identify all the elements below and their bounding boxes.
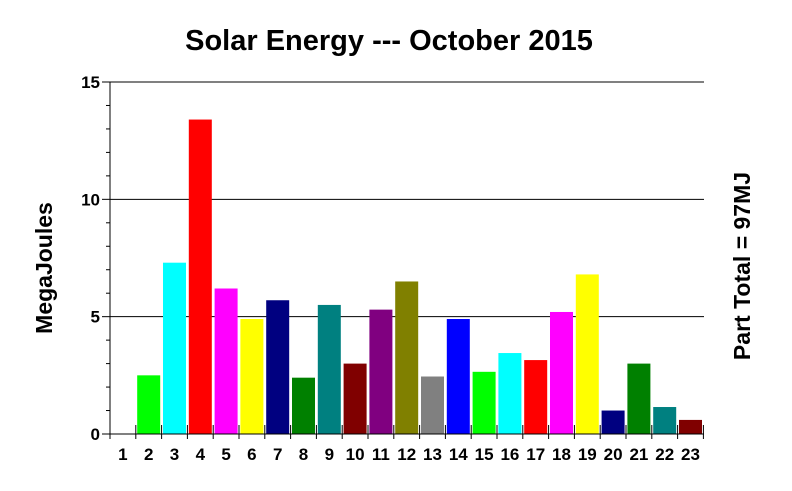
x-tick-label: 18	[552, 445, 571, 464]
bar-day-18	[550, 311, 573, 434]
x-tick-label: 12	[397, 445, 416, 464]
x-tick-label: 14	[449, 445, 468, 464]
bar-day-23	[679, 419, 702, 434]
x-tick-label: 11	[372, 445, 390, 464]
x-tick-label: 3	[170, 445, 179, 464]
bar-day-20	[601, 410, 625, 434]
bar-day-5	[214, 288, 238, 434]
bar-day-16	[498, 353, 522, 434]
bars	[137, 119, 702, 435]
bar-day-19	[575, 274, 599, 434]
bar-day-4	[188, 119, 212, 435]
bar-day-22	[653, 407, 677, 434]
x-tick-label: 4	[196, 445, 206, 464]
bar-day-7	[266, 300, 290, 434]
bar-day-13	[421, 376, 444, 434]
x-tick-label: 17	[526, 445, 545, 464]
y-tick-labels: 0 5 10 15	[81, 73, 100, 444]
x-tick-label: 22	[655, 445, 674, 464]
x-tick-label: 15	[475, 445, 494, 464]
x-tick-label: 13	[423, 445, 442, 464]
x-tick-label: 2	[144, 445, 153, 464]
axes	[102, 81, 704, 439]
part-total-label: Part Total = 97MJ	[729, 172, 755, 360]
bar-day-8	[292, 377, 315, 434]
y-tick-label: 10	[81, 190, 100, 209]
x-tick-label: 20	[604, 445, 623, 464]
y-tick-label: 0	[91, 425, 100, 444]
y-tick-label: 5	[91, 308, 100, 327]
bar-day-14	[446, 319, 470, 434]
x-tick-label: 21	[629, 445, 648, 464]
bar-day-2	[137, 375, 161, 434]
x-tick-label: 19	[578, 445, 597, 464]
x-tick-label: 9	[325, 445, 334, 464]
x-tick-label: 16	[500, 445, 519, 464]
x-tick-label: 7	[273, 445, 282, 464]
x-tick-labels: 1 2 3 4 5 6 7 8 9 10 11 12 13 14 15 16 17 18 19 20 21 22 23	[118, 445, 700, 464]
chart-title: Solar Energy --- October 2015	[185, 25, 593, 57]
x-tick-label: 23	[681, 445, 700, 464]
x-tick-label: 1	[118, 445, 127, 464]
x-tick-label: 5	[221, 445, 230, 464]
bar-day-11	[369, 309, 393, 434]
x-tick-label: 8	[299, 445, 308, 464]
bar-day-15	[472, 371, 496, 434]
y-tick-label: 15	[81, 73, 100, 92]
bar-day-12	[395, 281, 419, 434]
bar-day-3	[163, 262, 186, 434]
bar-day-10	[343, 363, 367, 434]
x-tick-label: 10	[346, 445, 365, 464]
x-tick-label: 6	[247, 445, 256, 464]
bar-day-9	[317, 304, 341, 434]
bar-day-6	[240, 319, 264, 434]
bar-day-17	[524, 360, 548, 434]
bar-day-21	[627, 363, 651, 434]
y-axis-label: MegaJoules	[31, 202, 57, 334]
